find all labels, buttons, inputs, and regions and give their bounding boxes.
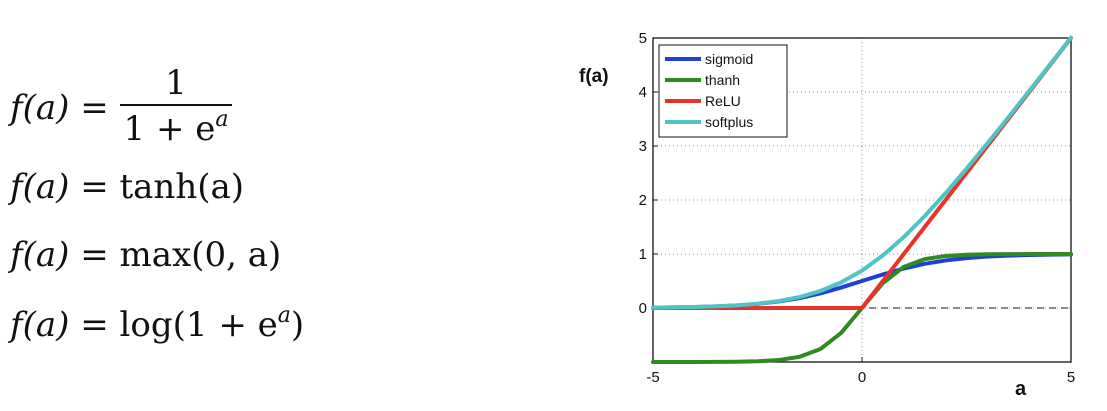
series-layer [651,35,1073,364]
fraction: 1 1 + ea [119,66,233,149]
x-tick-label: 0 [858,369,866,386]
equation-rhs-post: ) [290,305,305,345]
equation-relu: f(a) = max(0, a) [10,238,281,272]
legend: sigmoid thanh ReLU softplus [658,44,788,138]
equation-lhs: f(a) = [10,167,109,207]
y-tick-label: 0 [639,300,647,317]
y-axis-label: f(a) [579,66,609,87]
equation-lhs: f(a) = [10,235,109,275]
y-tick-label: 1 [639,246,647,263]
y-tick-label: 5 [639,30,647,47]
equation-tanh: f(a) = tanh(a) [10,170,244,204]
chart-svg: -5 0 5 0 1 2 3 4 5 sigmoid thanh ReLU softplus f(a)… [579,30,1076,400]
y-tick-label: 3 [639,138,647,155]
equation-rhs: tanh(a) [119,167,245,207]
fraction-denominator: 1 + ea [120,106,233,149]
equation-lhs: f(a) = [10,88,109,128]
denominator-base: 1 + e [123,109,216,149]
denominator-exponent: a [215,107,229,132]
x-tick-label: 5 [1067,369,1075,386]
legend-label-relu: ReLU [705,93,741,109]
series-line-softplus [651,35,1073,310]
y-tick-label: 4 [639,84,647,101]
legend-label-sigmoid: sigmoid [705,51,753,67]
legend-label-thanh: thanh [705,72,740,88]
x-axis-label: a [1015,378,1027,400]
equation-rhs-exponent: a [277,303,291,328]
y-tick-label: 2 [639,192,647,209]
equation-sigmoid: f(a) = 1 1 + ea [10,66,233,150]
equation-softplus: f(a) = log(1 + ea) [10,305,305,345]
activation-chart: -5 0 5 0 1 2 3 4 5 sigmoid thanh ReLU softplus f(a)… [575,0,1107,406]
legend-label-softplus: softplus [705,114,753,130]
fraction-numerator: 1 [119,66,233,106]
axes-layer: -5 0 5 0 1 2 3 4 5 [639,30,1076,386]
equation-rhs-pre: log(1 + e [119,305,278,345]
equation-lhs: f(a) = [10,305,109,345]
equation-rhs: max(0, a) [119,235,282,275]
equations-panel: f(a) = 1 1 + ea f(a) = tanh(a) f(a) = ma… [10,60,550,360]
x-tick-label: -5 [646,369,659,386]
